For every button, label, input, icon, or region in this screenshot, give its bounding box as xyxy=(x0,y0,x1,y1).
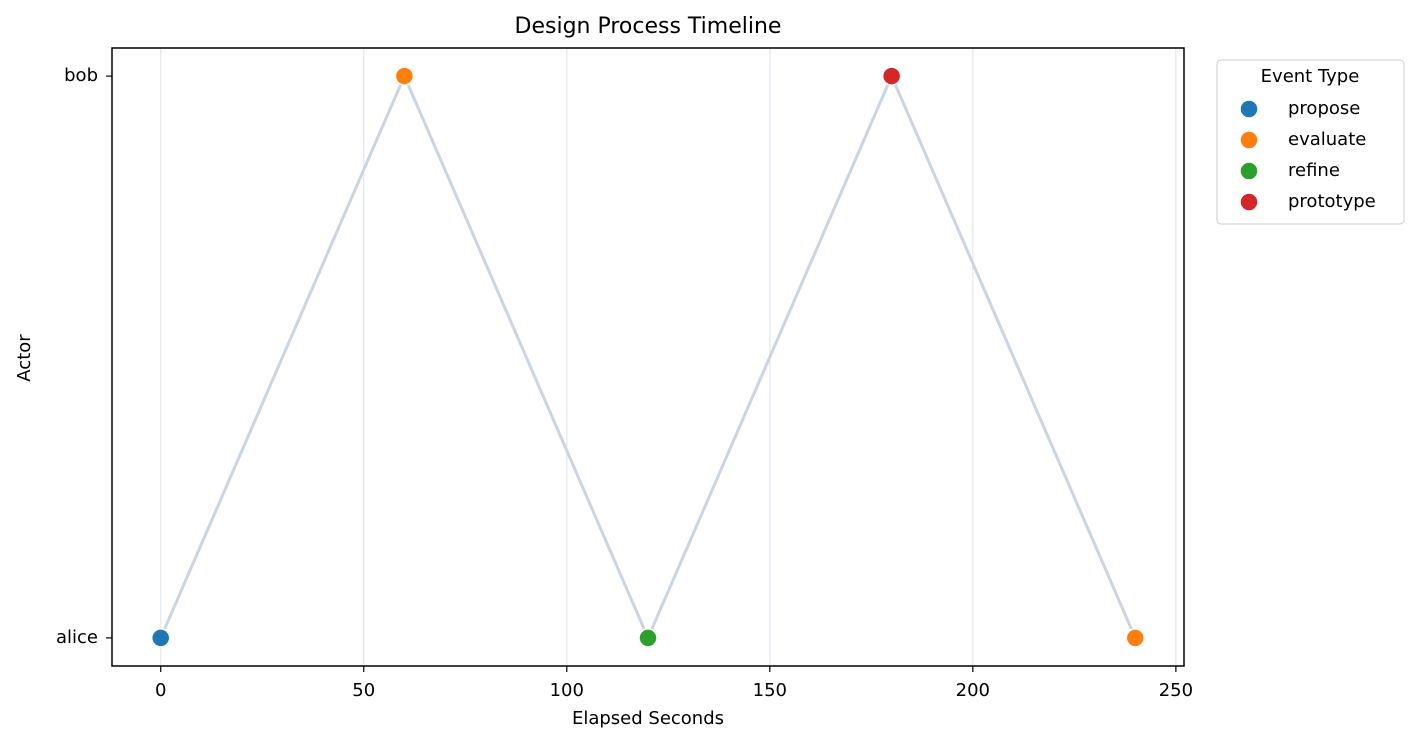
plot-frame xyxy=(111,47,1185,667)
event-point xyxy=(394,66,415,86)
timeline-line xyxy=(159,72,1137,642)
x-tick-label: 50 xyxy=(352,680,375,701)
legend-label: propose xyxy=(1288,98,1360,119)
legend-label: prototype xyxy=(1288,191,1376,212)
x-tick-label: 150 xyxy=(753,680,787,701)
event-point xyxy=(150,628,171,648)
legend-box xyxy=(1216,59,1405,225)
event-point xyxy=(881,66,902,86)
x-tick-label: 250 xyxy=(1159,680,1193,701)
x-tick-label: 100 xyxy=(550,680,584,701)
event-point xyxy=(638,628,658,648)
event-point xyxy=(1125,628,1146,648)
y-axis-label: Actor xyxy=(14,334,35,382)
legend-title: Event Type xyxy=(1261,66,1360,87)
y-tick-label: alice xyxy=(56,627,98,648)
legend-marker xyxy=(1239,192,1259,212)
x-tick-label: 200 xyxy=(956,680,990,701)
legend-label: refine xyxy=(1288,160,1340,181)
legend-label: evaluate xyxy=(1288,129,1366,150)
y-tick-label: bob xyxy=(64,65,98,86)
legend-marker xyxy=(1239,130,1259,150)
legend-marker xyxy=(1239,99,1259,119)
legend-marker xyxy=(1239,161,1259,181)
x-tick-label: 0 xyxy=(155,680,166,701)
x-axis-label: Elapsed Seconds xyxy=(572,708,724,729)
chart-title: Design Process Timeline xyxy=(515,14,782,39)
